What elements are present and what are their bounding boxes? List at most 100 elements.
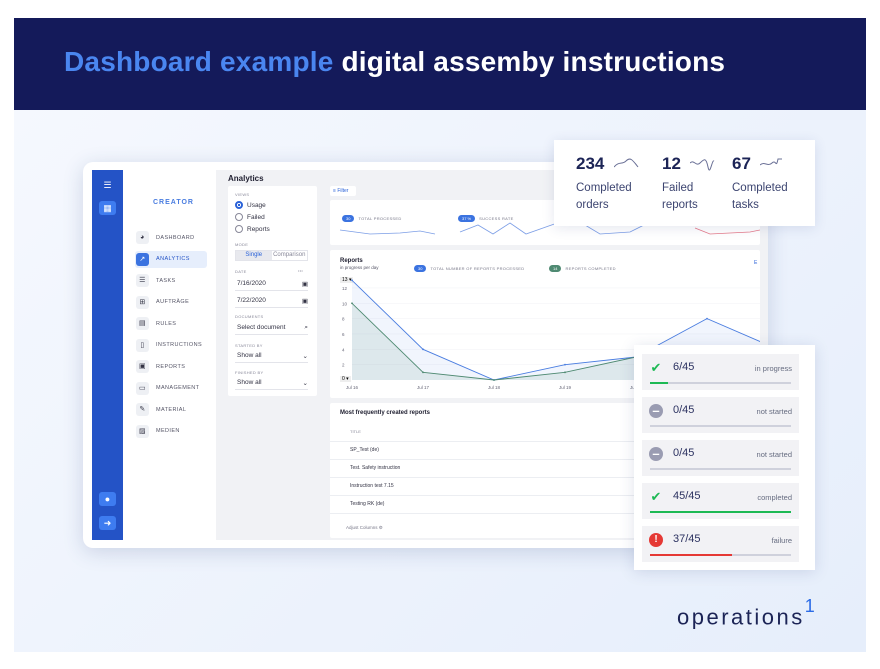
banner-title: Dashboard example digital assemby instru… (64, 46, 726, 77)
x-tick-label: Jul 16 (346, 385, 359, 390)
adjust-columns-button[interactable]: Adjust Columns ⚙ (346, 525, 383, 530)
status-card: ✔ 6/45 in progress –0/45 not started –0/45 not… (634, 345, 815, 570)
started-by-select[interactable]: Show all ⌄ (235, 349, 308, 363)
sidebar-item-instructions[interactable]: ▯ INSTRUCTIONS (135, 337, 207, 354)
progress-fill (650, 553, 732, 556)
total-processed-label: TOTAL PROCESSED (358, 216, 402, 222)
success-rate-badge: 37 % (458, 215, 476, 223)
finished-by-label: FINISHED BY (235, 370, 264, 375)
progress-fill (650, 510, 791, 513)
sidebar-item-label: REPORTS (156, 363, 186, 370)
table-row[interactable]: Testing RK (de) (330, 495, 640, 514)
sparkline-icon (614, 158, 639, 168)
search-icon: ⌕ (304, 323, 308, 331)
completed-reports-badge: 14 (549, 265, 562, 273)
series-area (352, 303, 636, 380)
sidebar-item-label: AUFTRÄGE (156, 299, 190, 305)
data-point (706, 317, 708, 320)
y-tick-label: 6 (342, 332, 345, 337)
document-search-input[interactable]: Select document ⌕ (235, 321, 308, 335)
sidebar-item-label: INSTRUCTIONS (156, 342, 203, 348)
table-row[interactable]: SP_Test (de) (330, 441, 640, 460)
stat-label: Completed tasks (732, 182, 788, 211)
table-row[interactable]: Instruction test 7.15 (330, 477, 640, 496)
progress-bar (650, 510, 791, 513)
page-title: Analytics (228, 174, 264, 183)
data-point (351, 279, 353, 282)
icon-rail: ☰ ▦ ● ➜ (92, 170, 123, 540)
sidebar-item-material[interactable]: ✎ MATERIAL (135, 401, 207, 418)
chevron-down-icon: ⌄ (302, 379, 308, 387)
user-icon[interactable]: ● (99, 492, 116, 506)
calendar-icon[interactable]: ▣ (301, 297, 308, 305)
date-more-button[interactable]: ••• (298, 268, 304, 273)
header-banner: Dashboard example digital assemby instru… (14, 18, 866, 110)
x-tick-label: Jul 17 (417, 385, 430, 390)
date-label: DATE (235, 269, 247, 274)
sidebar-item-dashboard[interactable]: ◕ DASHBOARD (135, 229, 207, 246)
ymax-select[interactable]: 13 ▾ (340, 277, 354, 283)
sidebar-item-label: MANAGEMENT (156, 385, 200, 391)
stat-value: 234 (576, 154, 605, 173)
document-icon: ▯ (136, 338, 149, 352)
total-processed-badge: 30 (342, 215, 355, 223)
view-radio-failed[interactable]: Failed (235, 213, 265, 221)
sidebar-item-auftrge[interactable]: ⊞ AUFTRÄGE (135, 294, 207, 311)
minus-circle-icon: – (649, 447, 663, 461)
table-cell-title: Testing RK (de) (330, 495, 640, 514)
view-radio-usage[interactable]: Usage (235, 201, 266, 209)
ymin-select[interactable]: 0 ▾ (340, 376, 351, 382)
finished-by-select[interactable]: Show all ⌄ (235, 376, 308, 390)
inbox-icon: ⊞ (136, 295, 149, 309)
sidebar-item-analytics[interactable]: ↗ ANALYTICS (135, 250, 207, 268)
started-by-label: STARTED BY (235, 343, 263, 348)
sidebar-item-label: MEDIEN (156, 428, 180, 434)
menu-icon[interactable]: ☰ (103, 180, 112, 190)
mode-comparison[interactable]: Comparison (273, 252, 306, 258)
date-to-field[interactable]: 7/22/2020 ▣ (235, 294, 308, 308)
chart-subtitle: in progress per day (340, 265, 379, 270)
apps-grid-icon[interactable]: ▦ (99, 201, 116, 215)
sidebar-item-label: DASHBOARD (156, 234, 195, 241)
progress-bar (650, 467, 791, 470)
sparkline-icon (760, 158, 782, 166)
success-rate-label: SUCCESS RATE (479, 216, 514, 222)
sidebar-item-label: RULES (156, 320, 177, 327)
table-cell-title: Instruction test 7.15 (330, 477, 640, 496)
table-row[interactable]: Test. Safety instruction (330, 459, 640, 478)
sidebar-item-tasks[interactable]: ☰ TASKS (135, 272, 207, 289)
y-tick-label: 2 (342, 363, 345, 368)
status-value: 0/45 (673, 447, 695, 459)
export-button[interactable]: E (754, 260, 758, 266)
gear-icon: ⚙ (378, 525, 383, 530)
data-point (351, 302, 353, 305)
sidebar-item-reports[interactable]: ▣ REPORTS (135, 358, 207, 375)
sidebar-item-label: ANALYTICS (156, 256, 190, 262)
data-point (493, 379, 495, 381)
mode-single[interactable]: Single (236, 251, 272, 260)
calendar-icon[interactable]: ▣ (301, 280, 308, 288)
stats-card: 234 Completed orders 12 Failed reports 67 Compl… (554, 140, 815, 226)
minus-circle-icon: – (649, 404, 663, 418)
table-title: Most frequently created reports (340, 410, 431, 416)
clipboard-icon: ▣ (136, 360, 149, 373)
filter-panel: VIEWS Usage Failed Reports MODE Single C… (228, 186, 317, 396)
check-icon: ✔ (650, 360, 662, 375)
wrench-icon: ✎ (136, 403, 149, 416)
filter-button[interactable]: ≡ Filter (330, 186, 356, 196)
data-point (564, 363, 566, 366)
sidebar-item-medien[interactable]: ▨ MEDIEN (135, 423, 207, 440)
progress-bar (650, 553, 791, 556)
status-row: ! 37/45 failure (642, 526, 799, 562)
sidebar-item-management[interactable]: ▭ MANAGEMENT (135, 380, 207, 397)
chevron-down-icon: ⌄ (302, 352, 308, 360)
sparkline-failure (694, 227, 760, 235)
logout-icon[interactable]: ➜ (99, 516, 116, 530)
status-row: –0/45 not started (642, 440, 799, 476)
stat-value: 67 (732, 154, 751, 173)
date-from-field[interactable]: 7/16/2020 ▣ (235, 277, 308, 291)
check-icon: ✔ (650, 489, 662, 504)
status-state: failure (771, 536, 792, 545)
view-radio-reports[interactable]: Reports (235, 225, 270, 233)
sidebar-item-rules[interactable]: ▤ RULES (135, 315, 207, 332)
